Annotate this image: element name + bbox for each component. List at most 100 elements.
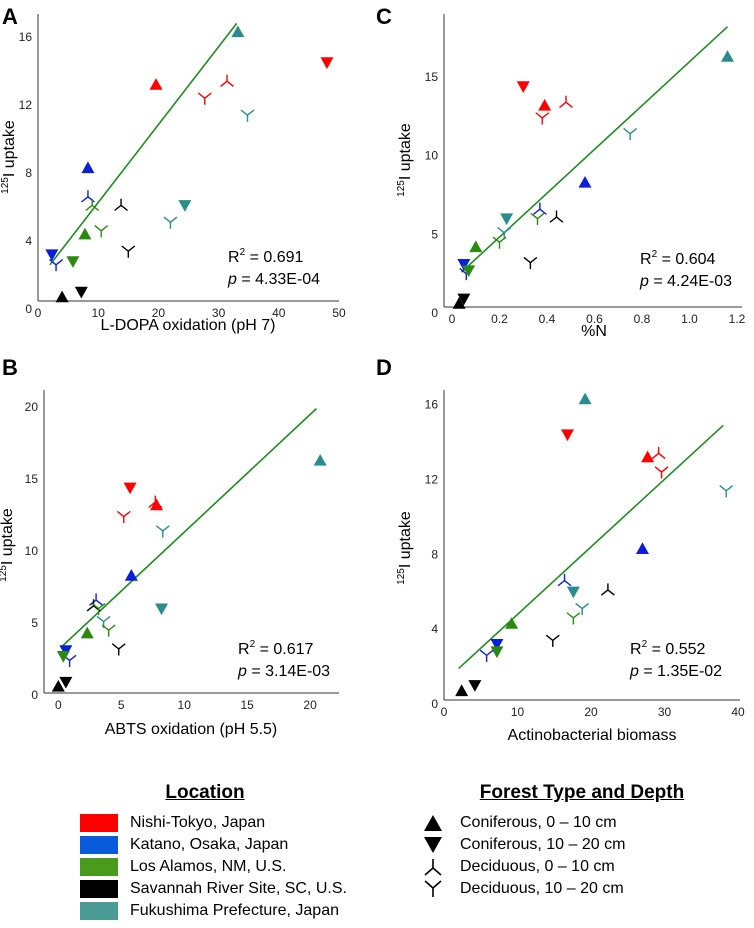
forest-legend: Forest Type and Depth Coniferous, 0 – 10… xyxy=(422,782,742,900)
y-axis-label-text: I uptake xyxy=(397,123,414,180)
x-tick-label: 10 xyxy=(511,705,525,719)
data-point xyxy=(549,210,564,223)
legend-item-forest: Coniferous, 10 – 20 cm xyxy=(422,834,742,856)
forest-legend-title: Forest Type and Depth xyxy=(479,782,685,803)
y-tick-label: 15 xyxy=(425,70,439,84)
y-axis-label: 125I uptake xyxy=(0,508,16,582)
y-tick-label: 4 xyxy=(431,622,438,636)
data-point xyxy=(530,212,545,226)
data-point xyxy=(545,634,560,647)
data-point xyxy=(523,256,538,270)
y-tick-label: 16 xyxy=(19,30,33,44)
x-tick-labels: 0 0.2 0.4 0.6 0.8 1.0 1.2 xyxy=(449,312,746,326)
data-point xyxy=(455,684,469,697)
data-point xyxy=(59,676,73,689)
data-point xyxy=(654,466,669,479)
r2-annotation: R2 = 0.617 xyxy=(238,639,314,658)
y-axis-label-text: I uptake xyxy=(1,120,18,177)
data-point xyxy=(149,78,163,90)
legend-item-location: Fukushima Prefecture, Japan xyxy=(80,900,380,922)
x-tick-label: 20 xyxy=(584,705,598,719)
y-tick-label: 12 xyxy=(19,98,33,112)
location-legend: Location Nishi-Tokyo, Japan Katano, Osak… xyxy=(80,782,380,922)
regression-line xyxy=(49,22,238,266)
regression-line xyxy=(60,408,317,649)
data-point xyxy=(500,213,514,226)
data-point xyxy=(452,297,466,309)
x-tick-label: 0.2 xyxy=(491,312,508,326)
data-point xyxy=(89,593,104,606)
x-tick-label: 10 xyxy=(178,698,192,712)
legend-label: Coniferous, 0 – 10 cm xyxy=(460,814,617,831)
r2-annotation: R2 = 0.691 xyxy=(228,247,304,266)
data-point xyxy=(91,602,106,616)
data-point xyxy=(101,624,116,637)
panel-letter-a: A xyxy=(2,4,18,29)
y-tick-label: 8 xyxy=(25,166,32,180)
x-tick-label: 0.6 xyxy=(586,312,603,326)
data-point xyxy=(490,638,504,651)
y-shape-icon xyxy=(424,880,442,897)
legend-swatch xyxy=(80,814,118,832)
legend-item-location: Nishi-Tokyo, Japan xyxy=(80,812,380,834)
data-point xyxy=(566,612,581,625)
legend-label: Katano, Osaka, Japan xyxy=(130,836,289,853)
data-point xyxy=(313,453,327,466)
r2-annotation: R2 = 0.552 xyxy=(630,639,706,658)
data-point xyxy=(74,286,88,299)
y-tick-label: 15 xyxy=(25,472,39,486)
y-tick-label: 0 xyxy=(431,306,438,320)
x-tick-label: 0 xyxy=(449,312,456,326)
y-tick-label: 12 xyxy=(425,473,439,487)
data-point xyxy=(114,198,129,212)
legend-label: Los Alamos, NM, U.S. xyxy=(130,858,287,875)
data-point xyxy=(240,109,255,122)
data-point xyxy=(163,216,178,229)
regression-line xyxy=(460,26,729,273)
legend-label: Fukushima Prefecture, Japan xyxy=(130,902,339,919)
data-point xyxy=(155,603,169,616)
y-tick-label: 10 xyxy=(425,149,439,163)
x-tick-label: 0 xyxy=(55,698,62,712)
location-legend-title: Location xyxy=(165,782,245,803)
y-axis-label: 125I uptake xyxy=(0,120,18,194)
panel-c: C 0 0.2 0.4 0.6 0.8 1.0 1.2 0 5 10 15 %N 125I upt… xyxy=(376,4,746,340)
data-point xyxy=(651,446,666,460)
data-point xyxy=(45,249,59,262)
y-tick-labels: 0 4 8 12 16 xyxy=(425,398,439,711)
data-point xyxy=(56,650,70,663)
data-point xyxy=(51,679,65,692)
data-points xyxy=(51,453,327,692)
data-point xyxy=(641,450,655,463)
p-annotation: p = 3.14E-03 xyxy=(237,663,330,680)
y-axis-label: 125I uptake xyxy=(396,123,414,197)
data-point xyxy=(559,95,573,108)
data-points xyxy=(45,25,334,303)
x-axis-label: L-DOPA oxidation (pH 7) xyxy=(101,317,276,334)
data-point xyxy=(721,50,734,62)
data-point xyxy=(116,510,131,524)
y-axis-label-sup: 125 xyxy=(0,177,11,194)
y-tick-label: 16 xyxy=(425,398,439,412)
legend-item-location: Savannah River Site, SC, U.S. xyxy=(80,878,380,900)
x-axis-label: ABTS oxidation (pH 5.5) xyxy=(105,721,278,738)
data-point xyxy=(557,574,572,587)
y-axis-label-text: I uptake xyxy=(397,511,414,568)
x-tick-label: 20 xyxy=(303,698,317,712)
data-point xyxy=(468,680,482,692)
legend-swatch xyxy=(80,836,118,854)
data-point xyxy=(490,646,504,659)
data-point xyxy=(150,498,164,511)
x-axis-label: %N xyxy=(581,323,607,340)
y-tick-label: 8 xyxy=(431,547,438,561)
data-point xyxy=(121,245,136,258)
y-tick-label: 5 xyxy=(31,616,38,630)
data-point xyxy=(80,626,94,639)
x-axis-label: Actinobacterial biomass xyxy=(508,727,677,744)
legend-item-forest: Deciduous, 0 – 10 cm xyxy=(422,856,742,878)
data-point xyxy=(560,429,574,442)
data-point xyxy=(55,290,69,303)
r2-annotation: R2 = 0.604 xyxy=(640,249,716,268)
x-tick-label: 0 xyxy=(35,306,42,320)
y-tick-labels: 0 4 8 12 16 xyxy=(19,30,33,316)
